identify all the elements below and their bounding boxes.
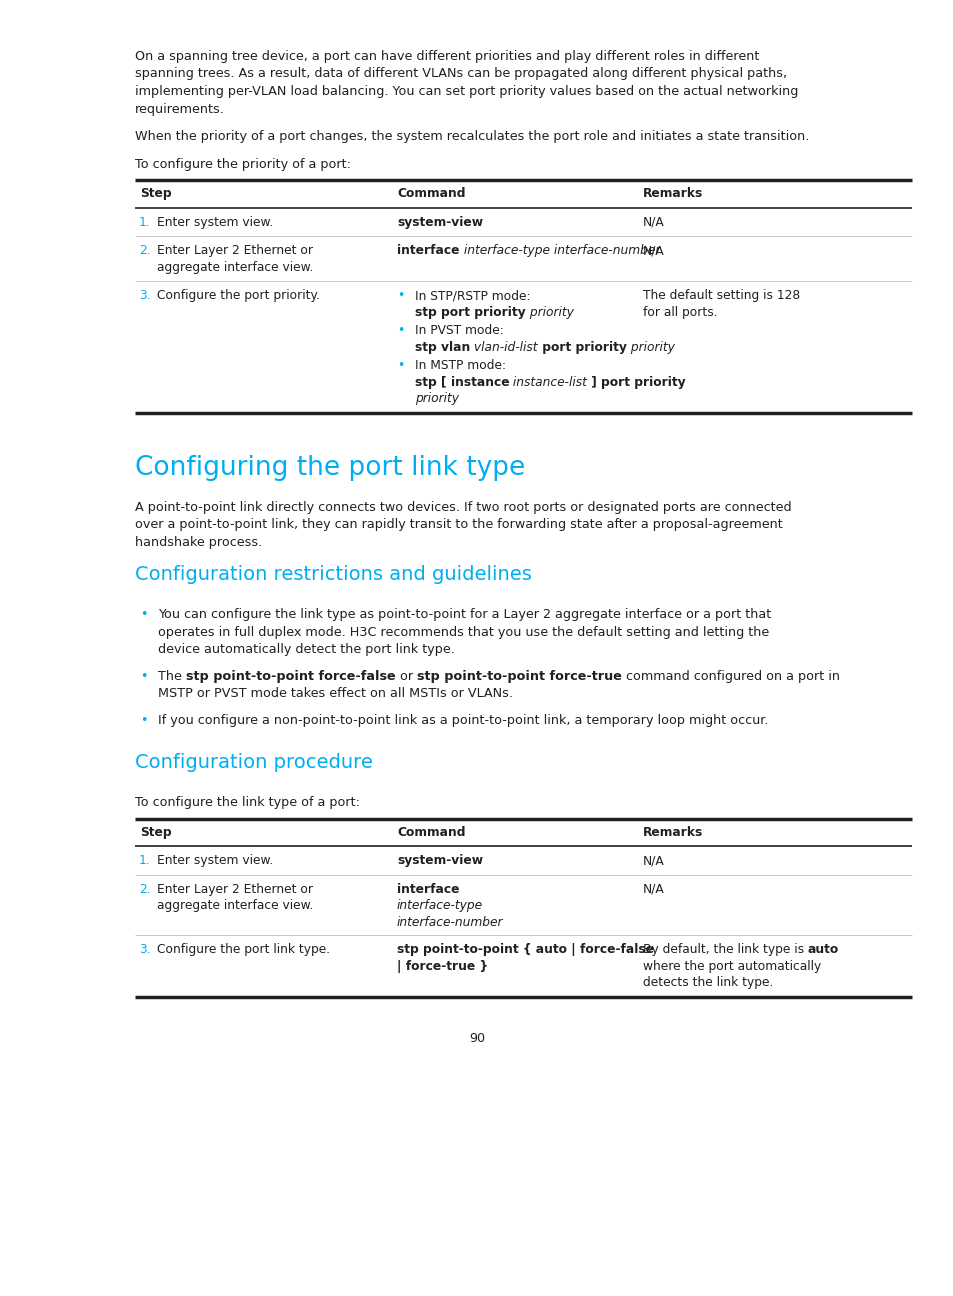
Text: 1.: 1. <box>139 854 151 867</box>
Text: interface: interface <box>396 883 459 896</box>
Text: stp point-to-point { auto | force-false: stp point-to-point { auto | force-false <box>396 943 654 956</box>
Text: When the priority of a port changes, the system recalculates the port role and i: When the priority of a port changes, the… <box>135 130 808 143</box>
Text: detects the link type.: detects the link type. <box>642 976 773 990</box>
Text: interface-type: interface-type <box>396 899 482 912</box>
Text: Configuration restrictions and guidelines: Configuration restrictions and guideline… <box>135 565 532 584</box>
Text: auto: auto <box>807 943 839 956</box>
Text: MSTP or PVST mode takes effect on all MSTIs or VLANs.: MSTP or PVST mode takes effect on all MS… <box>158 687 513 700</box>
Text: ] port priority: ] port priority <box>587 376 685 389</box>
Text: 2.: 2. <box>139 883 151 896</box>
Text: stp vlan: stp vlan <box>415 341 470 354</box>
Text: instance-list: instance-list <box>509 376 587 389</box>
Text: aggregate interface view.: aggregate interface view. <box>157 899 313 912</box>
Text: In PVST mode:: In PVST mode: <box>415 324 503 337</box>
Text: priority: priority <box>525 306 573 319</box>
Text: •: • <box>396 324 404 337</box>
Text: In MSTP mode:: In MSTP mode: <box>415 359 505 372</box>
Text: •: • <box>396 289 404 302</box>
Text: Configuring the port link type: Configuring the port link type <box>135 455 525 481</box>
Text: handshake process.: handshake process. <box>135 535 262 548</box>
Text: 1.: 1. <box>139 215 151 229</box>
Text: •: • <box>140 608 148 621</box>
Text: N/A: N/A <box>642 244 664 257</box>
Text: stp point-to-point force-false: stp point-to-point force-false <box>186 670 395 683</box>
Text: stp point-to-point force-true: stp point-to-point force-true <box>416 670 620 683</box>
Text: port priority: port priority <box>537 341 626 354</box>
Text: Configuration procedure: Configuration procedure <box>135 753 373 772</box>
Text: N/A: N/A <box>642 215 664 229</box>
Text: for all ports.: for all ports. <box>642 306 717 319</box>
Text: implementing per-VLAN load balancing. You can set port priority values based on : implementing per-VLAN load balancing. Yo… <box>135 86 798 98</box>
Text: Configure the port link type.: Configure the port link type. <box>157 943 330 956</box>
Text: 2.: 2. <box>139 244 151 257</box>
Text: instance: instance <box>450 376 509 389</box>
Text: over a point-to-point link, they can rapidly transit to the forwarding state aft: over a point-to-point link, they can rap… <box>135 518 781 531</box>
Text: Command: Command <box>396 826 465 839</box>
Text: N/A: N/A <box>642 854 664 867</box>
Text: priority: priority <box>626 341 674 354</box>
Text: Remarks: Remarks <box>642 826 702 839</box>
Text: You can configure the link type as point-to-point for a Layer 2 aggregate interf: You can configure the link type as point… <box>158 608 770 621</box>
Text: Enter system view.: Enter system view. <box>157 215 273 229</box>
Text: where the port automatically: where the port automatically <box>642 960 821 973</box>
Text: stp port priority: stp port priority <box>415 306 525 319</box>
Text: operates in full duplex mode. H3C recommends that you use the default setting an: operates in full duplex mode. H3C recomm… <box>158 626 768 639</box>
Text: •: • <box>140 670 148 683</box>
Text: or: or <box>395 670 416 683</box>
Text: stp [: stp [ <box>415 376 450 389</box>
Text: interface-number: interface-number <box>396 916 503 929</box>
Text: •: • <box>140 714 148 727</box>
Text: Step: Step <box>140 826 172 839</box>
Text: Configure the port priority.: Configure the port priority. <box>157 289 319 302</box>
Text: Command: Command <box>396 187 465 201</box>
Text: command configured on a port in: command configured on a port in <box>620 670 839 683</box>
Text: system-view: system-view <box>396 854 482 867</box>
Text: On a spanning tree device, a port can have different priorities and play differe: On a spanning tree device, a port can ha… <box>135 51 759 64</box>
Text: Enter Layer 2 Ethernet or: Enter Layer 2 Ethernet or <box>157 883 313 896</box>
Text: By default, the link type is: By default, the link type is <box>642 943 807 956</box>
Text: Remarks: Remarks <box>642 187 702 201</box>
Text: The default setting is 128: The default setting is 128 <box>642 289 800 302</box>
Text: interface: interface <box>396 244 459 257</box>
Text: A point-to-point link directly connects two devices. If two root ports or design: A point-to-point link directly connects … <box>135 500 791 513</box>
Text: The: The <box>158 670 186 683</box>
Text: Enter system view.: Enter system view. <box>157 854 273 867</box>
Text: To configure the link type of a port:: To configure the link type of a port: <box>135 796 359 809</box>
Text: Step: Step <box>140 187 172 201</box>
Text: requirements.: requirements. <box>135 102 225 115</box>
Text: system-view: system-view <box>396 215 482 229</box>
Text: spanning trees. As a result, data of different VLANs can be propagated along dif: spanning trees. As a result, data of dif… <box>135 67 786 80</box>
Text: N/A: N/A <box>642 883 664 896</box>
Text: If you configure a non-point-to-point link as a point-to-point link, a temporary: If you configure a non-point-to-point li… <box>158 714 768 727</box>
Text: 3.: 3. <box>139 943 151 956</box>
Text: 90: 90 <box>469 1032 484 1045</box>
Text: In STP/RSTP mode:: In STP/RSTP mode: <box>415 289 530 302</box>
Text: interface-type interface-number: interface-type interface-number <box>459 244 659 257</box>
Text: To configure the priority of a port:: To configure the priority of a port: <box>135 158 351 171</box>
Text: vlan-id-list: vlan-id-list <box>470 341 537 354</box>
Text: priority: priority <box>415 393 458 406</box>
Text: | force-true }: | force-true } <box>396 960 488 973</box>
Text: Enter Layer 2 Ethernet or: Enter Layer 2 Ethernet or <box>157 244 313 257</box>
Text: aggregate interface view.: aggregate interface view. <box>157 260 313 273</box>
Text: 3.: 3. <box>139 289 151 302</box>
Text: device automatically detect the port link type.: device automatically detect the port lin… <box>158 643 455 656</box>
Text: •: • <box>396 359 404 372</box>
